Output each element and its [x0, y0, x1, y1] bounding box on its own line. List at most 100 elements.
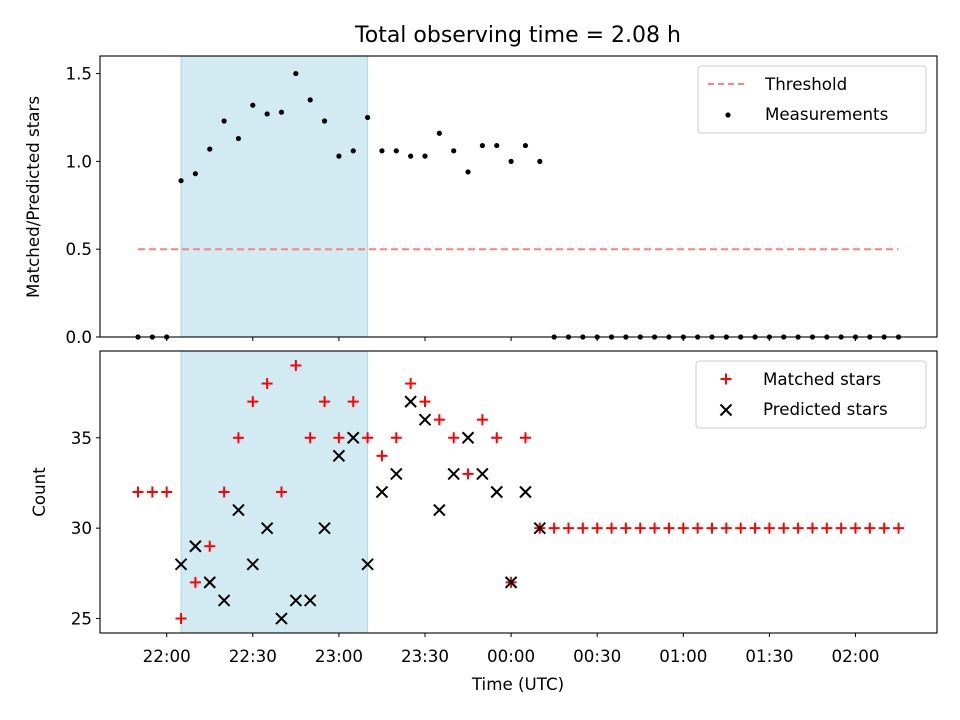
top-y-axis-ticks: 0.0 0.5 1.0 1.5: [65, 64, 100, 347]
predicted-star-point: [174, 558, 188, 571]
matched-star-point: [491, 432, 503, 444]
legend-measurements-label: Measurements: [765, 104, 888, 124]
predicted-star-point: [332, 449, 346, 463]
x-axis-label: Time (UTC): [471, 674, 564, 694]
matched-star-point: [390, 432, 402, 444]
measurement-point: [278, 109, 285, 115]
matched-star-point: [448, 432, 460, 444]
predicted-star-point-b: [390, 467, 403, 481]
predicted-star-point: [476, 467, 489, 481]
matched-star-point: [161, 486, 173, 498]
bottom-plot-frame: [99, 350, 938, 634]
predicted-star-point-b: [375, 485, 389, 499]
x-tick-label: 00:00: [487, 646, 535, 666]
matched-stars-points: [132, 359, 905, 625]
matched-star-point: [606, 522, 618, 534]
bottom-y-axis-label: Count: [29, 467, 49, 517]
matched-star-point: [189, 576, 201, 588]
matched-star-point: [462, 468, 474, 480]
matched-star-point: [204, 540, 216, 552]
figure-title: Total observing time = 2.08 h: [354, 23, 681, 48]
predicted-star-point-b: [189, 540, 202, 553]
measurement-point: [192, 171, 198, 177]
y-tick-label: 0.5: [65, 239, 92, 259]
matched-star-point: [146, 486, 158, 498]
measurement-point: [436, 130, 442, 136]
measurement-point: [250, 102, 256, 108]
matched-star-point: [563, 522, 574, 534]
predicted-star-point: [289, 594, 303, 607]
top-legend: Threshold Measurements: [697, 65, 927, 134]
matched-star-point: [577, 522, 589, 534]
predicted-star-point-b: [275, 612, 288, 625]
matched-star-point: [735, 522, 747, 534]
matched-star-point: [649, 522, 661, 534]
legend-threshold-label: Threshold: [764, 74, 847, 94]
measurement-point: [379, 148, 385, 154]
predicted-stars-points: [174, 395, 547, 625]
matched-star-point: [276, 486, 287, 498]
legend-matched-label: Matched stars: [763, 369, 881, 389]
measurement-point: [408, 153, 414, 159]
y-tick-label: 25: [71, 609, 92, 629]
measurement-point: [522, 142, 529, 149]
predicted-star-point: [447, 467, 460, 481]
predicted-star-point: [232, 503, 245, 517]
predicted-star-point-b: [533, 521, 547, 535]
matched-star-point: [304, 432, 316, 444]
predicted-star-point-b: [461, 431, 475, 444]
matched-star-point: [433, 414, 445, 426]
predicted-star-point-b: [203, 576, 216, 589]
bottom-x-axis-ticks: 22:00 22:30 23:00 23:30 00:00 00:30 01:00 01:30…: [143, 633, 880, 666]
matched-star-point: [232, 432, 244, 444]
predicted-star-point-b: [361, 558, 374, 571]
matched-star-point: [835, 522, 847, 534]
predicted-star-point: [217, 594, 231, 607]
predicted-star-point: [404, 395, 417, 408]
bottom-legend-box: [695, 360, 927, 429]
predicted-star-point: [490, 485, 503, 499]
top-plot-frame: [99, 55, 938, 338]
predicted-star-point: [246, 558, 260, 571]
predicted-star-point-b: [418, 413, 432, 426]
predicted-star-point-b: [318, 521, 331, 535]
measurement-point: [479, 142, 485, 149]
measurement-point: [178, 178, 184, 184]
observing-interval-shade-top: [180, 55, 369, 338]
top-panel: 0.0 0.5 1.0 1.5 Matched/Predicted stars Thr…: [23, 55, 938, 347]
predicted-star-point-b: [433, 503, 446, 517]
predicted-star-point-b: [504, 576, 518, 589]
matched-star-point: [347, 396, 359, 408]
predicted-star-point-b: [303, 594, 317, 607]
matched-star-point: [692, 522, 704, 534]
y-tick-label: 1.5: [65, 64, 92, 84]
legend-x-marker: [719, 403, 733, 417]
matched-star-point: [476, 414, 488, 426]
predicted-star-point: [504, 576, 518, 589]
matched-star-point: [749, 522, 761, 534]
predicted-star-point: [303, 594, 317, 607]
predicted-star-point-b: [347, 431, 360, 444]
predicted-star-point: [533, 521, 547, 535]
matched-star-point: [821, 522, 833, 534]
matched-star-point: [376, 450, 388, 462]
y-tick-label: 35: [71, 428, 92, 448]
predicted-star-point-b: [260, 521, 274, 535]
measurement-point: [508, 158, 514, 164]
predicted-star-point: [375, 485, 389, 499]
predicted-star-point: [418, 413, 432, 426]
x-tick-label: 01:00: [659, 646, 707, 666]
predicted-star-point: [318, 521, 331, 535]
measurement-point: [307, 97, 313, 103]
predicted-star-point-b: [476, 467, 489, 481]
top-y-axis-label: Matched/Predicted stars: [23, 96, 43, 298]
matched-star-point: [247, 396, 259, 408]
predicted-star-point: [347, 431, 360, 444]
measurement-point: [264, 111, 270, 117]
legend-matched-swatch: [720, 373, 732, 385]
matched-star-point: [864, 522, 876, 534]
x-tick-label: 23:00: [315, 646, 363, 666]
x-tick-label: 00:30: [573, 646, 621, 666]
matched-star-point: [290, 359, 302, 371]
matched-star-point: [878, 522, 890, 534]
